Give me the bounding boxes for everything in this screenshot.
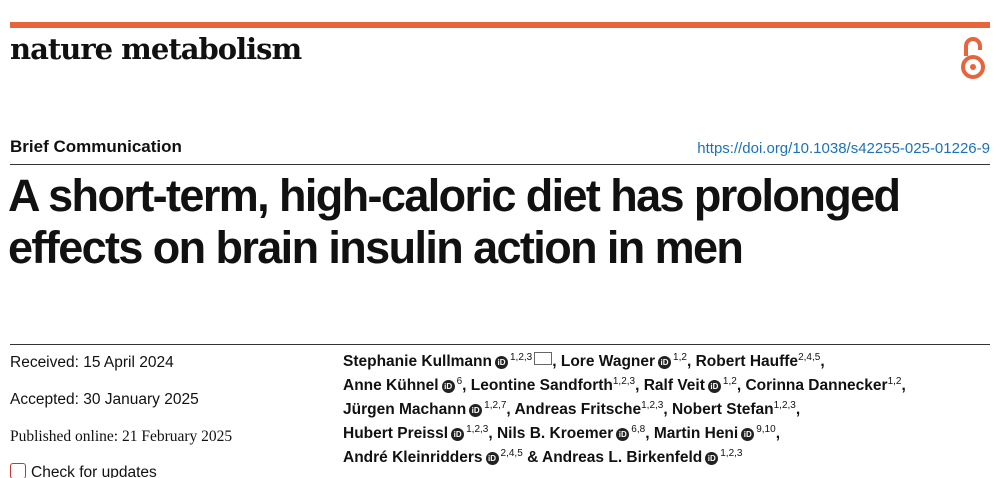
title-line: effects on brain insulin action in men <box>8 222 744 273</box>
author-name: Lore Wagner <box>560 353 656 371</box>
author-name: Andreas L. Birkenfeld <box>542 449 703 467</box>
separator: , <box>635 377 644 395</box>
journal-name: nature metabolism <box>10 32 302 66</box>
author-name: Jürgen Machann <box>343 401 467 419</box>
separator: , <box>736 377 746 395</box>
affiliation: 9,10 <box>756 424 776 435</box>
author-name: Robert Hauffe <box>695 353 799 371</box>
rule <box>10 344 990 345</box>
separator: , <box>901 377 906 395</box>
article-type: Brief Communication <box>10 137 182 156</box>
orcid-icon: iD <box>707 380 721 394</box>
affiliation: 1,2,3 <box>612 376 636 387</box>
separator: , <box>462 377 471 395</box>
orcid-icon: iD <box>485 452 499 466</box>
affiliation: 6 <box>456 376 463 387</box>
accepted-date: Accepted: 30 January 2025 <box>10 391 199 408</box>
separator: , <box>820 353 825 371</box>
author-name: Nils B. Kroemer <box>496 425 614 443</box>
email-icon <box>534 352 553 366</box>
orcid-icon: iD <box>658 356 672 370</box>
affiliation: 2,4,5 <box>798 352 821 363</box>
received-date: Received: 15 April 2024 <box>10 354 174 371</box>
affiliation: 1,2 <box>887 376 902 387</box>
affiliation: 1,2,3 <box>641 400 664 411</box>
affiliation: 6,8 <box>631 424 646 435</box>
orcid-icon: iD <box>705 452 719 466</box>
author-name: Martin Heni <box>653 425 739 443</box>
affiliation: 1,2,3 <box>466 424 489 435</box>
author-name: Ralf Veit <box>643 377 705 395</box>
orcid-icon: iD <box>616 428 630 442</box>
author-name: Stephanie Kullmann <box>343 353 492 371</box>
affiliation: 1,2,3 <box>510 352 533 363</box>
top-bar <box>10 22 990 28</box>
author-line: Anne Kühnel iD 6, Leontine Sandforth1,2,3,… <box>343 376 906 400</box>
separator: , <box>552 353 561 371</box>
title-line: A short-term, high-caloric diet has prol… <box>8 170 901 221</box>
separator: , <box>663 401 672 419</box>
affiliation: 1,2,3 <box>720 448 743 459</box>
updates-text: Check for updates <box>31 464 157 478</box>
author-name: Anne Kühnel <box>343 377 439 395</box>
separator: , <box>775 425 780 443</box>
affiliation: 1,2 <box>722 376 737 387</box>
separator: , <box>645 425 654 443</box>
author-name: Corinna Dannecker <box>745 377 888 395</box>
rule <box>10 164 990 165</box>
author-name: Leontine Sandforth <box>470 377 613 395</box>
author-line: Stephanie Kullmann iD 1,2,3, Lore Wagner iD… <box>343 352 906 376</box>
separator: , <box>506 401 515 419</box>
author-line: André Kleinridders iD 2,4,5 & Andreas L. B… <box>343 448 906 472</box>
separator: , <box>795 401 801 419</box>
orcid-icon: iD <box>469 404 483 418</box>
author-line: Hubert Preissl iD 1,2,3, Nils B. Kroemer iD… <box>343 424 906 448</box>
orcid-icon: iD <box>741 428 755 442</box>
orcid-icon: iD <box>451 428 465 442</box>
author-name: Hubert Preissl <box>343 425 449 443</box>
affiliation: 2,4,5 <box>500 448 523 459</box>
author-line: Jürgen Machann iD 1,2,7, Andreas Fritsche1… <box>343 400 906 424</box>
author-name: Nobert Stefan <box>671 401 774 419</box>
check-updates[interactable]: Check for updates <box>10 463 157 478</box>
updates-icon <box>10 463 26 478</box>
affiliation: 1,2,7 <box>484 400 507 411</box>
affiliation: 1,2,3 <box>773 400 796 411</box>
published-date: Published online: 21 February 2025 <box>10 428 233 445</box>
author-name: Andreas Fritsche <box>514 401 642 419</box>
author-name: André Kleinridders <box>343 449 483 467</box>
open-access-icon <box>961 37 985 79</box>
orcid-icon: iD <box>495 356 508 370</box>
separator: , <box>686 353 696 371</box>
affiliation: 1,2 <box>673 352 687 363</box>
separator: & <box>522 449 543 467</box>
authors: Stephanie Kullmann iD 1,2,3, Lore Wagner iD… <box>343 352 906 472</box>
doi-link[interactable]: https://doi.org/10.1038/s42255-025-01226… <box>697 140 990 157</box>
orcid-icon: iD <box>441 380 455 394</box>
separator: , <box>488 425 497 443</box>
